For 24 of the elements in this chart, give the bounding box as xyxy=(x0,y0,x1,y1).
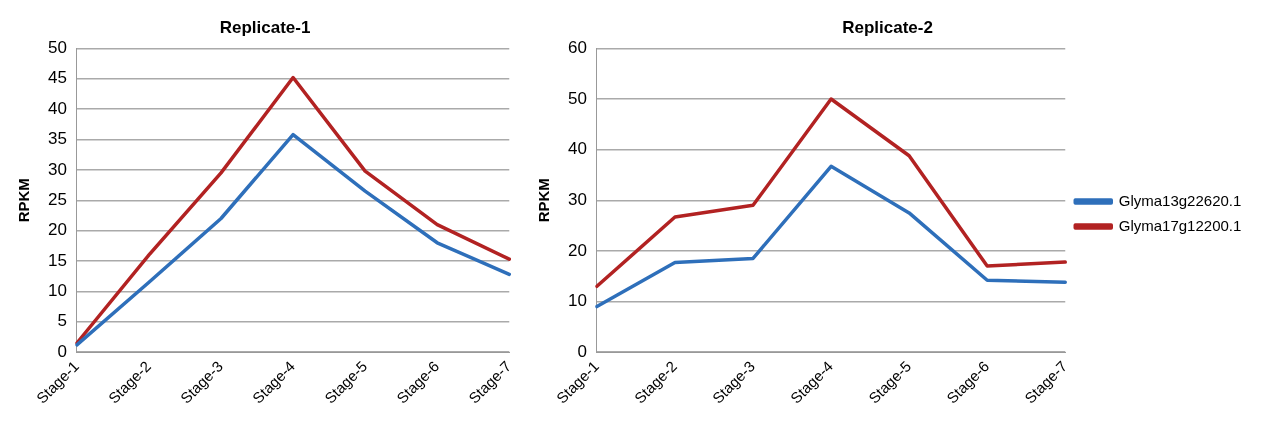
y-tick-label: 50 xyxy=(47,38,67,58)
y-tick-label: 40 xyxy=(567,139,587,159)
y-tick-label: 20 xyxy=(47,220,67,240)
y-tick-label: 45 xyxy=(47,68,67,88)
chart-title: Replicate-1 xyxy=(219,17,311,37)
y-tick-label: 10 xyxy=(567,291,587,311)
y-axis-title: RPKM xyxy=(535,178,553,223)
y-tick-label: 10 xyxy=(47,281,67,301)
y-tick-label: 40 xyxy=(47,98,67,118)
chart-title: Replicate-2 xyxy=(842,17,933,37)
y-tick-label: 20 xyxy=(567,240,587,260)
y-tick-label: 25 xyxy=(47,189,67,209)
legend-label: Glyma17g12200.1 xyxy=(1118,216,1242,234)
y-tick-label: 30 xyxy=(47,159,67,179)
y-tick-label: 35 xyxy=(47,129,67,149)
y-tick-label: 60 xyxy=(567,38,587,58)
y-axis-title: RPKM xyxy=(15,178,33,223)
y-tick-label: 0 xyxy=(577,341,587,361)
y-tick-label: 15 xyxy=(47,250,67,270)
y-tick-label: 50 xyxy=(567,88,587,108)
y-tick-label: 30 xyxy=(567,189,587,209)
y-tick-label: 5 xyxy=(57,311,67,331)
y-tick-label: 0 xyxy=(57,341,67,361)
legend-label: Glyma13g22620.1 xyxy=(1118,191,1242,209)
